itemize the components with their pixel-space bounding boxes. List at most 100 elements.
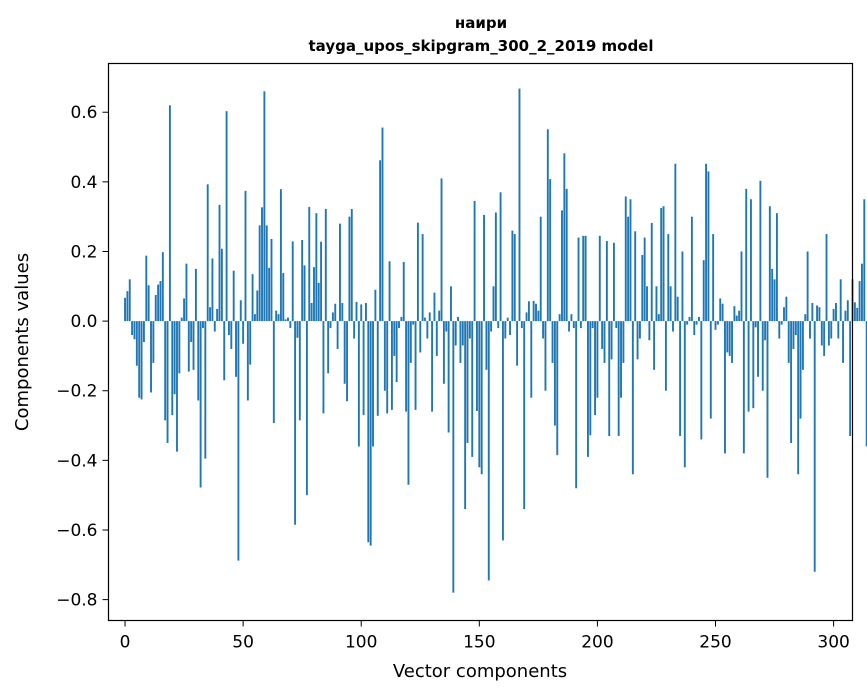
y-tick-label: −0.2 <box>56 382 97 402</box>
bar <box>480 321 483 475</box>
bar <box>419 321 422 353</box>
bar <box>442 321 445 384</box>
bar <box>617 321 620 436</box>
bar <box>667 234 670 322</box>
y-tick-label: 0.2 <box>70 242 97 262</box>
bar <box>367 321 370 543</box>
bar <box>627 216 630 322</box>
bar <box>315 213 318 322</box>
bar <box>733 306 736 322</box>
bar <box>357 321 360 447</box>
bar <box>610 321 613 360</box>
bar <box>568 321 571 332</box>
bar <box>327 321 330 374</box>
bar <box>204 321 207 459</box>
bar <box>676 296 679 322</box>
bar <box>499 192 502 322</box>
bar <box>152 321 155 363</box>
bar <box>761 321 764 391</box>
bar <box>790 321 793 443</box>
bar <box>865 321 867 447</box>
bar <box>147 285 150 322</box>
bar <box>587 321 589 457</box>
x-tick-label: 250 <box>699 633 731 653</box>
bar <box>792 321 795 349</box>
bar <box>575 321 578 489</box>
bar <box>166 321 169 443</box>
y-tick-label: 0.4 <box>70 173 97 193</box>
bar <box>539 216 542 322</box>
bar <box>131 321 134 336</box>
bar <box>830 321 833 339</box>
bar <box>624 196 627 322</box>
bar <box>433 292 436 322</box>
bar <box>256 290 259 322</box>
bar <box>261 207 263 322</box>
bar <box>662 206 665 322</box>
bar <box>518 88 521 322</box>
bar <box>192 321 195 370</box>
bar <box>561 210 563 322</box>
bar <box>381 127 384 322</box>
x-tick-label: 300 <box>817 633 849 653</box>
bar <box>563 153 566 322</box>
bar <box>218 204 221 322</box>
bar <box>794 321 797 336</box>
bar <box>466 321 469 443</box>
bar <box>258 225 261 322</box>
bar <box>801 321 804 370</box>
bar <box>161 252 164 322</box>
bar <box>731 321 733 363</box>
bar <box>749 199 752 322</box>
bar <box>476 321 478 411</box>
bar <box>320 241 323 322</box>
bar <box>596 321 599 398</box>
bar <box>473 201 476 322</box>
bar <box>393 321 396 356</box>
bar <box>853 302 856 322</box>
bar <box>511 230 514 322</box>
bar <box>530 321 533 398</box>
bar <box>303 265 306 322</box>
bar <box>142 321 145 342</box>
bar <box>620 321 622 398</box>
bar <box>787 321 790 363</box>
bar <box>546 129 549 322</box>
bar <box>459 321 462 363</box>
bar <box>643 237 646 322</box>
chart-title: наири <box>455 14 507 32</box>
bar <box>128 279 131 322</box>
bar <box>690 216 693 322</box>
bar <box>641 254 644 322</box>
bar <box>464 321 467 510</box>
bar <box>478 321 481 468</box>
bar <box>428 312 431 322</box>
bar <box>771 268 774 322</box>
bar <box>650 222 653 322</box>
bar <box>487 321 490 581</box>
bar <box>683 321 686 468</box>
bar <box>825 234 828 322</box>
bar <box>360 304 363 322</box>
bar <box>431 321 434 412</box>
bar <box>126 291 129 322</box>
bar <box>520 321 523 329</box>
bar <box>582 235 585 322</box>
bar-series <box>124 88 867 593</box>
bar <box>348 216 351 322</box>
x-axis-ticks: 0 50 100 150 200 250 300 <box>120 620 850 653</box>
bar <box>395 321 398 383</box>
bar <box>757 321 759 377</box>
bar <box>185 263 188 322</box>
bar <box>374 289 377 322</box>
bar <box>669 286 672 322</box>
bar <box>598 235 601 322</box>
bar <box>724 321 726 454</box>
x-tick-label: 0 <box>120 633 131 653</box>
bar <box>133 321 136 340</box>
bar <box>168 105 171 322</box>
bar <box>310 303 313 322</box>
bar <box>778 321 781 339</box>
